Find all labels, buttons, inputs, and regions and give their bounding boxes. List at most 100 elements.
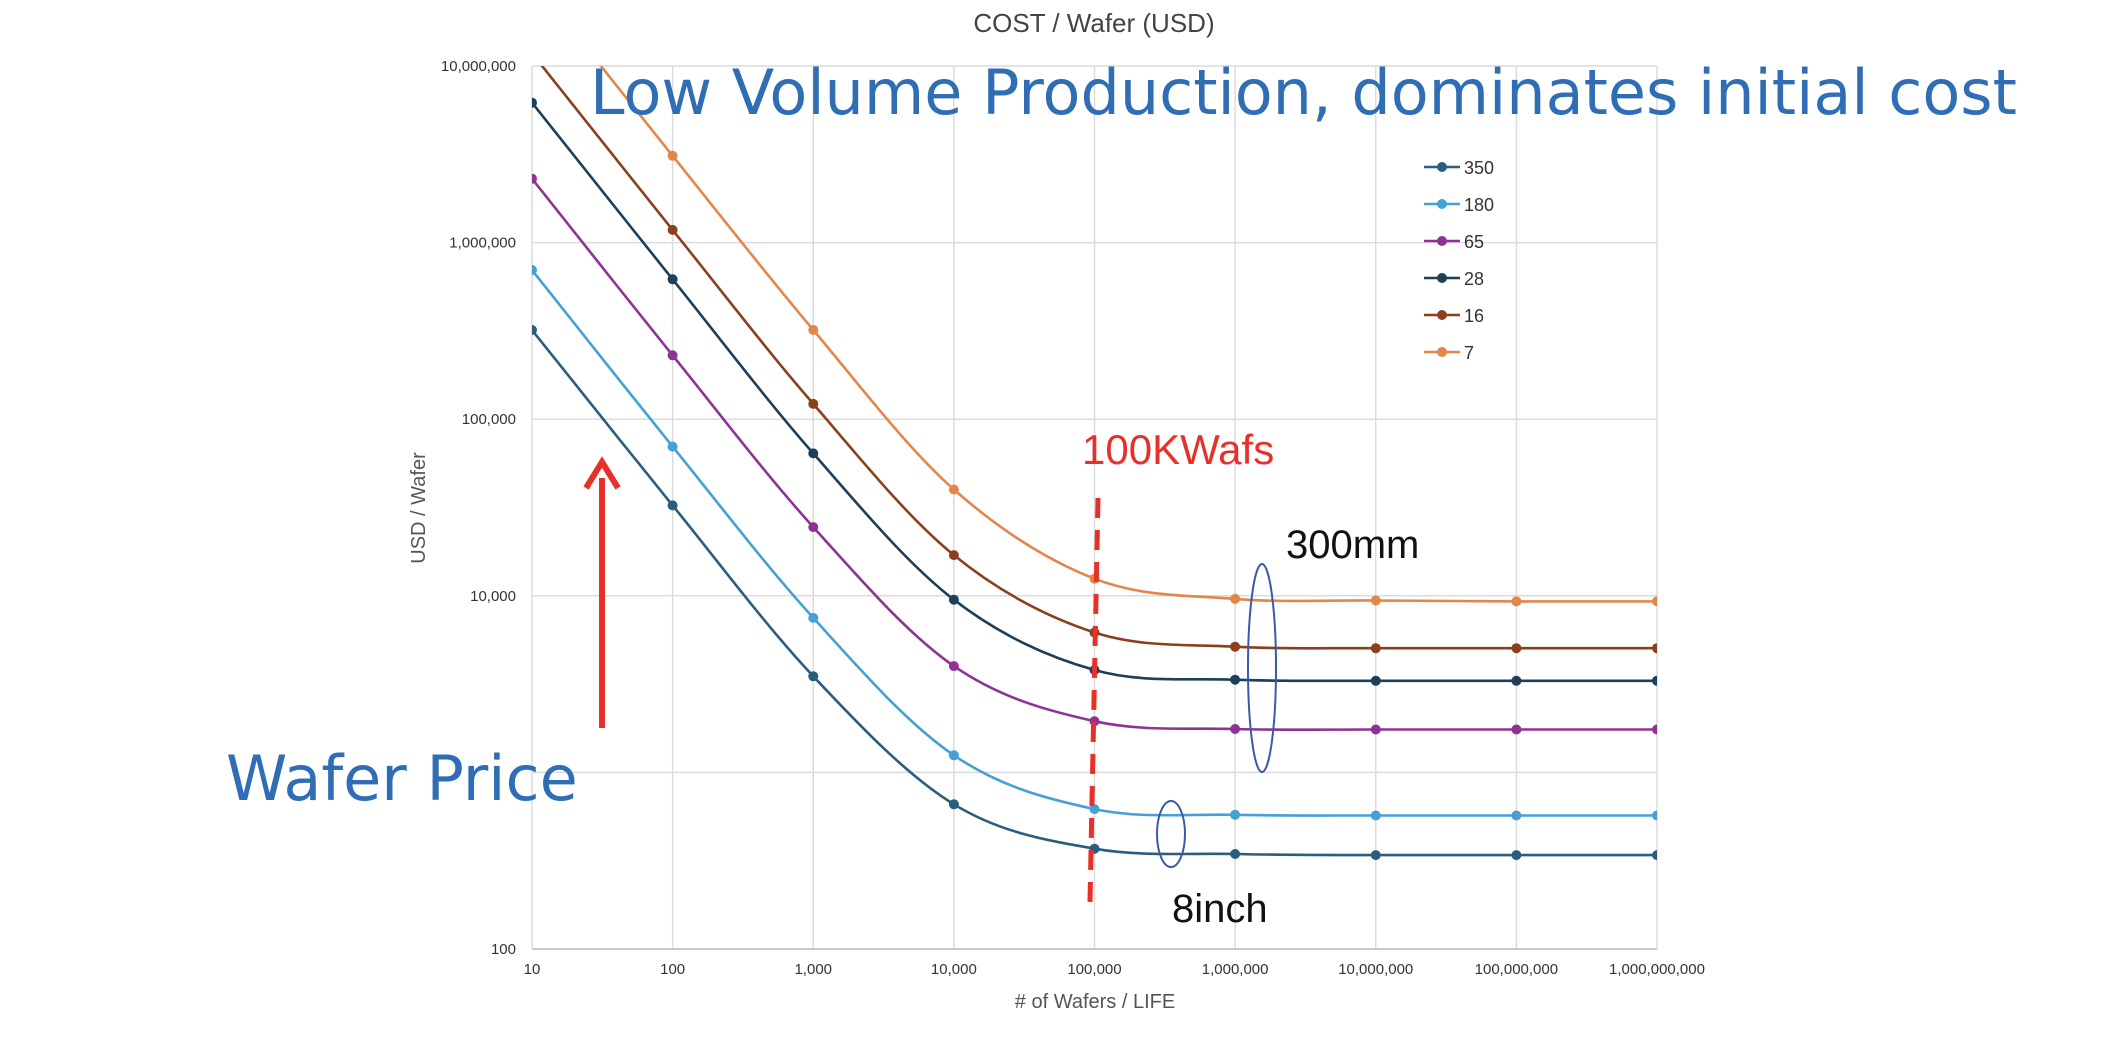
grid-lines [531, 65, 1658, 950]
x-tick-label: 1,000,000 [1202, 961, 1269, 978]
data-point-28 [1370, 675, 1381, 686]
data-point-28 [808, 448, 819, 459]
data-point-16 [527, 48, 537, 58]
legend-label: 7 [1464, 343, 1474, 363]
series-line-28 [532, 101, 1657, 683]
legend-label: 16 [1464, 306, 1484, 326]
legend-marker [1437, 199, 1447, 209]
series-350 [532, 325, 1657, 861]
data-point-350 [1230, 849, 1241, 859]
y-axis-title: USD / Wafer [408, 452, 430, 564]
data-point-180 [667, 441, 678, 452]
legend-item-16: 16 [1424, 306, 1484, 326]
data-point-180 [1370, 810, 1381, 821]
series-line-65 [532, 177, 1657, 732]
data-point-28 [1230, 674, 1241, 685]
legend-label: 28 [1464, 269, 1484, 289]
data-point-16 [667, 224, 678, 235]
legend-marker [1437, 236, 1447, 246]
data-point-180 [1230, 809, 1241, 820]
data-point-28 [1511, 675, 1522, 686]
x-tick-label: 10 [524, 961, 541, 978]
legend-marker [1437, 310, 1447, 320]
data-point-28 [532, 97, 537, 108]
x-tick-label: 100 [660, 961, 685, 978]
group-300mm-ellipse [1247, 563, 1277, 773]
series-layer [527, 48, 1657, 861]
y-axis-ticks: 100 10,000 100,000 1,000,000 10,000,000 [441, 58, 516, 958]
data-point-16 [808, 398, 819, 409]
x-tick-label: 10,000 [931, 961, 977, 978]
series-line-350 [532, 329, 1657, 857]
x-tick-label: 10,000,000 [1338, 961, 1413, 978]
legend-label: 180 [1464, 195, 1494, 215]
series-180 [532, 265, 1657, 821]
x-axis-title: # of Wafers / LIFE [1015, 991, 1175, 1013]
volume-marker-line [1087, 497, 1101, 903]
legend: 350 180 65 28 16 7 [1424, 158, 1494, 363]
group-8inch-label: 8inch [1172, 887, 1268, 931]
legend-marker [1437, 162, 1447, 172]
data-point-28 [948, 594, 959, 605]
data-point-350 [667, 500, 678, 511]
data-point-350 [1370, 850, 1381, 861]
group-300mm-label: 300mm [1286, 523, 1419, 567]
data-point-180 [1511, 810, 1522, 821]
data-point-28 [667, 274, 678, 285]
up-arrow-icon [583, 456, 621, 728]
data-point-16 [1370, 643, 1381, 654]
data-point-180 [948, 750, 959, 761]
data-point-180 [1089, 804, 1100, 815]
data-point-65 [1230, 724, 1241, 734]
series-line-180 [532, 269, 1657, 817]
data-point-350 [948, 799, 959, 810]
x-axis-ticks: 10 100 1,000 10,000 100,000 1,000,000 10,000,0… [524, 961, 1705, 978]
x-tick-label: 100,000 [1067, 961, 1121, 978]
x-tick-label: 100,000,000 [1475, 961, 1558, 978]
legend-marker [1437, 273, 1447, 283]
data-point-16 [1511, 643, 1522, 654]
data-point-350 [808, 671, 819, 682]
data-point-65 [532, 173, 537, 184]
chart-title: COST / Wafer (USD) [973, 8, 1214, 38]
data-point-7 [808, 325, 819, 335]
data-point-65 [948, 661, 959, 672]
y-tick-label: 10,000 [470, 588, 516, 605]
data-point-65 [1370, 724, 1381, 735]
data-point-180 [532, 265, 537, 275]
series-line-16 [540, 66, 1657, 650]
data-point-65 [1511, 724, 1522, 735]
data-point-350 [532, 325, 537, 335]
legend-item-28: 28 [1424, 269, 1484, 289]
data-point-7 [1370, 595, 1381, 606]
legend-marker [1437, 347, 1447, 357]
data-point-16 [1652, 643, 1657, 654]
data-point-350 [1652, 850, 1657, 861]
legend-item-180: 180 [1424, 195, 1494, 215]
data-point-7 [1511, 596, 1522, 607]
data-point-180 [1652, 810, 1657, 821]
legend-item-65: 65 [1424, 232, 1484, 252]
legend-item-350: 350 [1424, 158, 1494, 178]
headline-text: Low Volume Production, dominates initial… [590, 56, 2017, 129]
legend-label: 65 [1464, 232, 1484, 252]
y-tick-label: 1,000,000 [449, 235, 516, 252]
series-65 [532, 173, 1657, 735]
legend-item-7: 7 [1424, 343, 1474, 363]
x-tick-label: 1,000,000,000 [1609, 961, 1705, 978]
data-point-65 [1652, 724, 1657, 735]
data-point-350 [1511, 850, 1522, 861]
data-point-7 [1652, 596, 1657, 607]
y-tick-label: 100 [491, 941, 516, 958]
x-tick-label: 1,000 [794, 961, 832, 978]
data-point-28 [1652, 675, 1657, 686]
y-tick-label: 10,000,000 [441, 58, 516, 75]
data-point-16 [1230, 641, 1241, 652]
data-point-180 [808, 612, 819, 623]
legend-label: 350 [1464, 158, 1494, 178]
data-point-16 [948, 550, 959, 561]
data-point-65 [808, 522, 819, 533]
volume-marker-label: 100KWafs [1082, 426, 1274, 473]
y-tick-label: 100,000 [462, 411, 516, 428]
